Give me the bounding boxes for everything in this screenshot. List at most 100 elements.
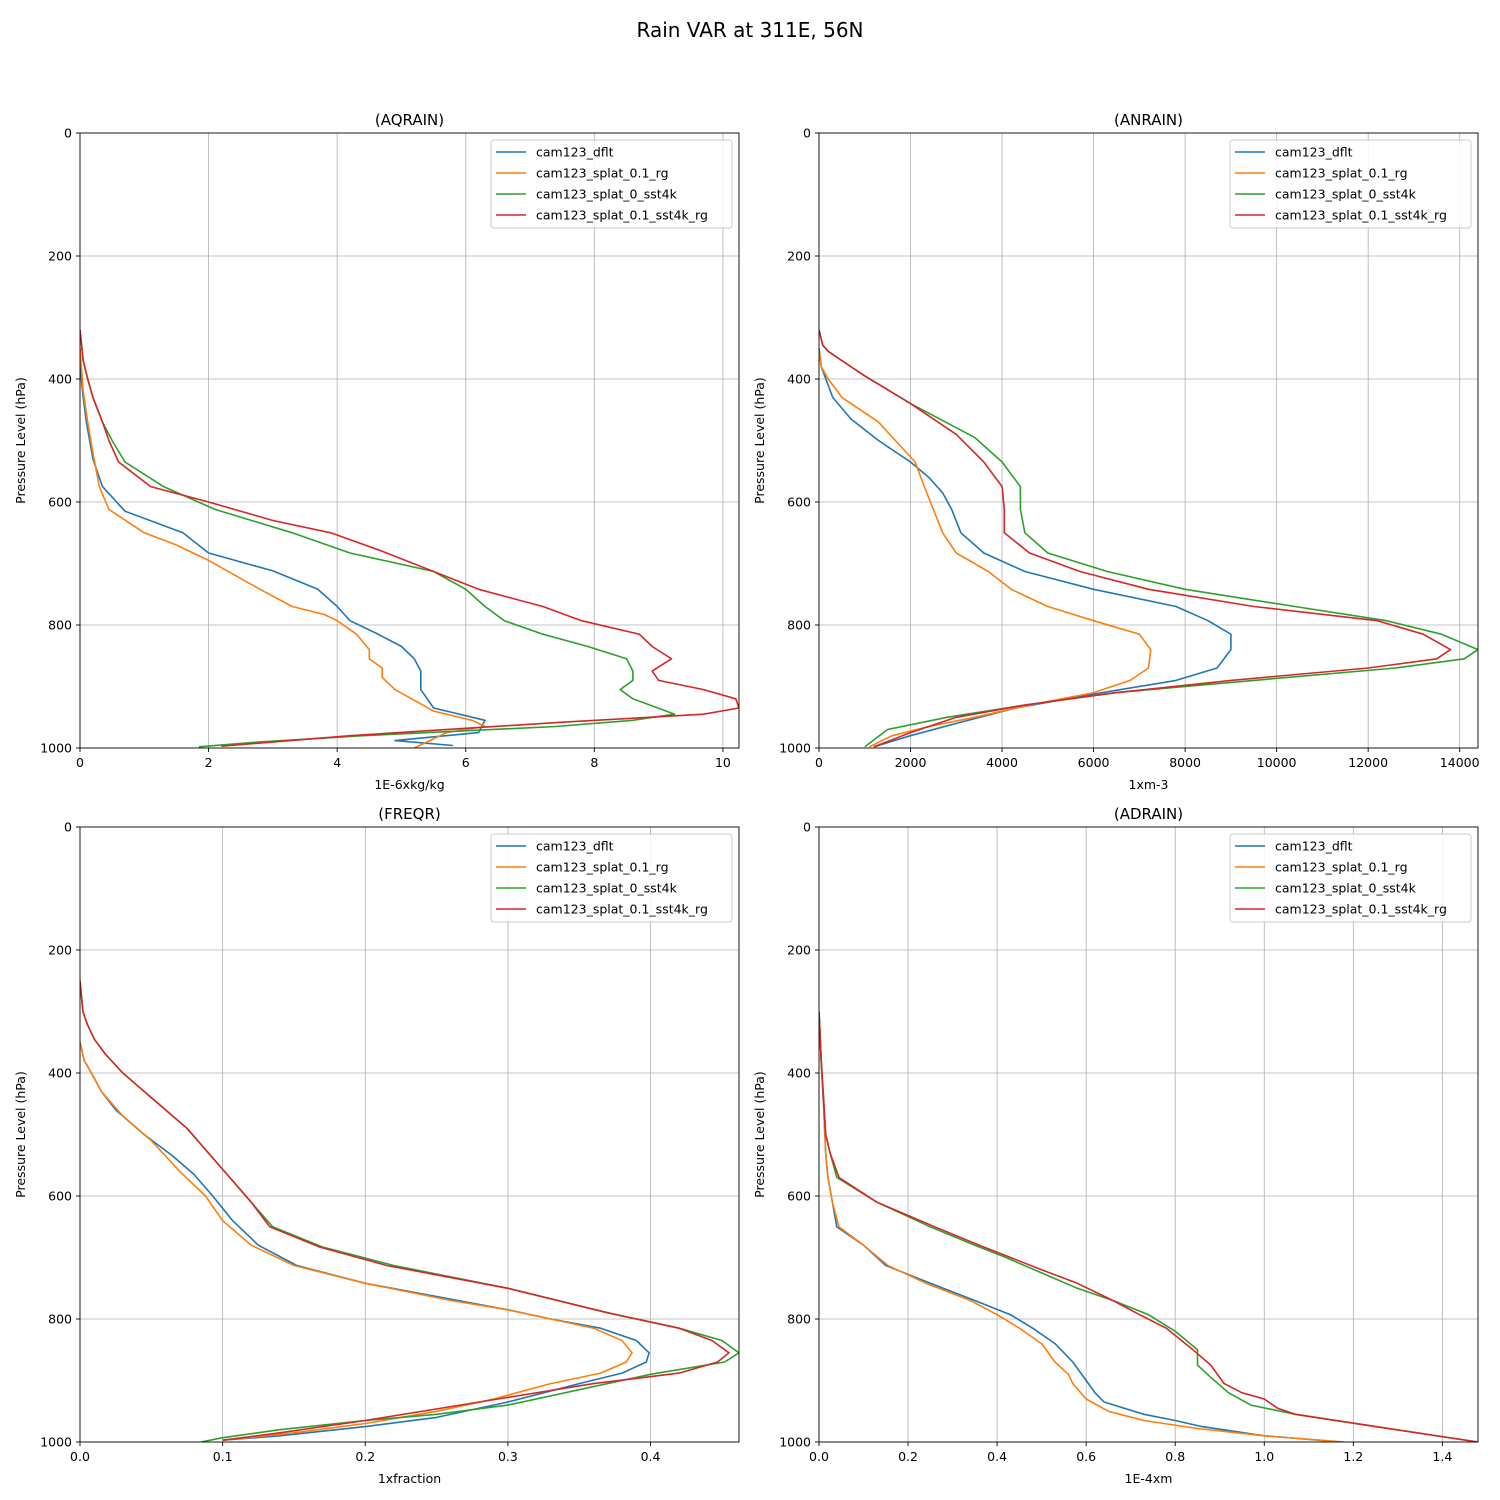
y-tick-label: 200 [787,249,811,264]
x-tick-label: 0.2 [898,1449,918,1464]
x-tick-label: 4000 [986,755,1018,770]
legend-label: cam123_splat_0.1_rg [1275,860,1408,875]
legend-label: cam123_splat_0_sst4k [1275,881,1417,896]
legend-label: cam123_splat_0.1_rg [536,860,669,875]
y-tick-label: 600 [48,1189,72,1204]
x-tick-label: 0.4 [641,1449,661,1464]
x-tick-label: 8 [590,755,598,770]
y-tick-label: 600 [787,1189,811,1204]
x-tick-label: 0.4 [987,1449,1007,1464]
x-tick-label: 0.6 [1076,1449,1096,1464]
legend-label: cam123_dflt [536,145,614,160]
y-tick-label: 200 [48,249,72,264]
x-tick-label: 0.0 [70,1449,90,1464]
x-tick-label: 14000 [1440,755,1480,770]
y-tick-label: 200 [48,943,72,958]
legend-label: cam123_splat_0_sst4k [1275,187,1417,202]
x-tick-label: 6000 [1078,755,1110,770]
series-line-cam123_splat_0.1_rg [80,1042,633,1441]
series-group [80,329,739,748]
x-tick-label: 0.2 [355,1449,375,1464]
legend-label: cam123_splat_0.1_sst4k_rg [536,902,708,917]
y-tick-label: 1000 [779,741,811,756]
x-tick-label: 0.1 [213,1449,233,1464]
y-tick-label: 1000 [40,1435,72,1450]
x-tick-label: 1.0 [1254,1449,1274,1464]
series-group [819,329,1478,748]
legend-label: cam123_splat_0_sst4k [536,881,678,896]
legend-label: cam123_splat_0.1_rg [536,166,669,181]
panel-title: (AQRAIN) [375,111,444,129]
panel-title: (FREQR) [378,805,440,823]
x-tick-label: 0 [76,755,84,770]
x-tick-label: 0.0 [809,1449,829,1464]
chart-panel: 0.0 0.1 0.2 0.3 0.4 0 200 400 600 800 1000 (FREQR) 1… [13,805,740,1486]
x-tick-label: 2 [205,755,213,770]
y-tick-label: 400 [787,372,811,387]
series-line-cam123_splat_0.1_rg [819,1011,1345,1442]
y-axis-label: Pressure Level (hPa) [752,377,767,504]
legend: cam123_dflt cam123_splat_0.1_rg cam123_spl… [1229,139,1472,229]
x-tick-label: 8000 [1169,755,1201,770]
series-line-cam123_dflt [819,348,1232,748]
x-tick-label: 2000 [895,755,927,770]
y-tick-label: 800 [787,618,811,633]
panels: 0 2 4 6 8 10 0 200 400 600 800 1000 (AQRAIN) 1E-6xkg/… [13,111,1480,1486]
y-axis-label: Pressure Level (hPa) [13,1071,28,1198]
axes-frame [818,132,1479,749]
x-tick-label: 0.8 [1165,1449,1185,1464]
y-tick-label: 0 [803,820,811,835]
legend-box [1229,833,1472,923]
series-line-cam123_splat_0.1_rg [819,348,1152,748]
legend-label: cam123_splat_0.1_sst4k_rg [1275,902,1447,917]
y-tick-label: 1000 [779,1435,811,1450]
axes-frame [79,132,740,749]
axes-frame [818,826,1479,1443]
x-tick-label: 4 [333,755,341,770]
legend: cam123_dflt cam123_splat_0.1_rg cam123_spl… [490,833,733,923]
y-tick-label: 400 [48,372,72,387]
x-tick-label: 0.3 [498,1449,518,1464]
legend-label: cam123_splat_0_sst4k [536,187,678,202]
x-tick-label: 1.4 [1432,1449,1452,1464]
y-tick-label: 600 [787,495,811,510]
y-tick-label: 200 [787,943,811,958]
y-tick-label: 400 [48,1066,72,1081]
series-group [819,1011,1478,1442]
legend: cam123_dflt cam123_splat_0.1_rg cam123_spl… [1229,833,1472,923]
legend: cam123_dflt cam123_splat_0.1_rg cam123_spl… [490,139,733,229]
series-line-cam123_splat_0.1_sst4k_rg [80,980,730,1441]
chart-panel: 0 2000 4000 6000 8000 10000 12000 14000 0 200 400 6… [752,111,1480,792]
legend-box [490,833,733,923]
legend-label: cam123_splat_0.1_sst4k_rg [536,208,708,223]
series-line-cam123_dflt [80,348,486,747]
panel-title: (ADRAIN) [1114,805,1183,823]
legend-label: cam123_splat_0.1_sst4k_rg [1275,208,1447,223]
x-tick-label: 6 [462,755,470,770]
series-line-cam123_splat_0.1_sst4k_rg [819,1011,1478,1442]
y-axis-label: Pressure Level (hPa) [752,1071,767,1198]
x-axis-label: 1xfraction [378,1471,441,1486]
series-line-cam123_splat_0.1_rg [80,348,486,748]
legend-label: cam123_dflt [1275,839,1353,854]
series-line-cam123_splat_0.1_sst4k_rg [80,329,739,747]
y-tick-label: 400 [787,1066,811,1081]
y-tick-label: 800 [787,1312,811,1327]
y-tick-label: 0 [803,126,811,141]
chart-panel: 0 2 4 6 8 10 0 200 400 600 800 1000 (AQRAIN) 1E-6xkg/… [13,111,740,792]
legend-label: cam123_dflt [1275,145,1353,160]
panel-title: (ANRAIN) [1114,111,1183,129]
axes-frame [79,826,740,1443]
y-tick-label: 1000 [40,741,72,756]
series-group [80,980,739,1442]
y-tick-label: 0 [64,126,72,141]
x-tick-label: 10000 [1257,755,1297,770]
legend-label: cam123_dflt [536,839,614,854]
x-tick-label: 12000 [1348,755,1388,770]
y-axis-label: Pressure Level (hPa) [13,377,28,504]
legend-box [1229,139,1472,229]
series-line-cam123_splat_0.1_sst4k_rg [819,329,1452,748]
x-axis-label: 1E-4xm [1125,1471,1173,1486]
x-tick-label: 10 [715,755,731,770]
